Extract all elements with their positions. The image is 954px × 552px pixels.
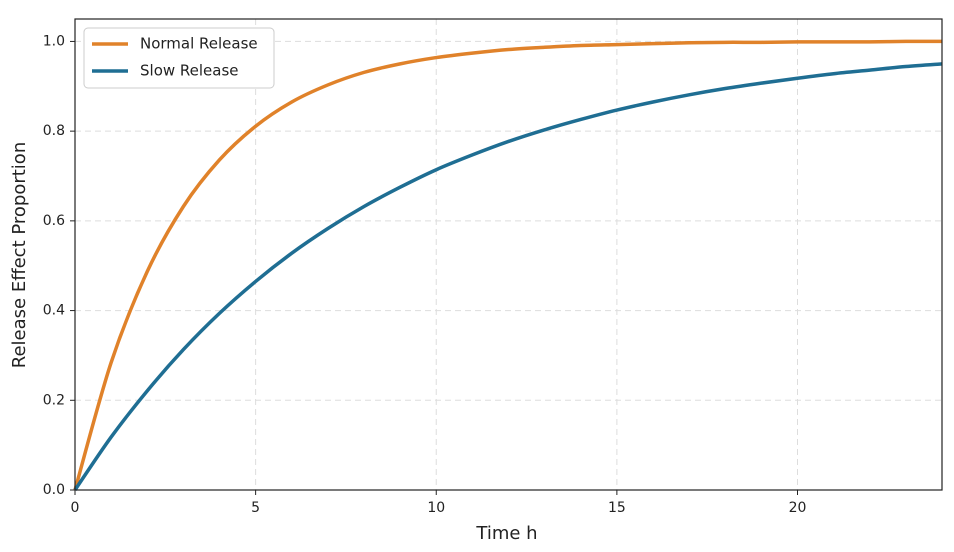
legend-label: Normal Release: [140, 35, 258, 53]
plot-frame: [74, 18, 943, 491]
y-tick-label: 0.0: [43, 482, 65, 498]
data-line: [73, 62, 943, 491]
y-tick-label: 1.0: [43, 33, 65, 49]
data-line: [73, 39, 943, 491]
x-tick-label: 10: [427, 500, 445, 516]
x-tick-label: 20: [789, 500, 807, 516]
legend-box: [83, 27, 275, 89]
y-tick-label: 0.8: [43, 123, 65, 139]
x-tick-label: 15: [608, 500, 626, 516]
x-axis-label: Time h: [475, 523, 537, 544]
y-tick-label: 0.2: [43, 392, 65, 408]
y-axis-label: Release Effect Proportion: [9, 142, 30, 368]
x-tick-label: 5: [251, 500, 260, 516]
legend-label: Slow Release: [140, 62, 239, 80]
legend: Normal Release Slow Release: [83, 27, 275, 89]
y-tick-label: 0.6: [43, 213, 65, 229]
x-tick-label: 0: [71, 500, 80, 516]
y-tick-label: 0.4: [43, 303, 65, 319]
